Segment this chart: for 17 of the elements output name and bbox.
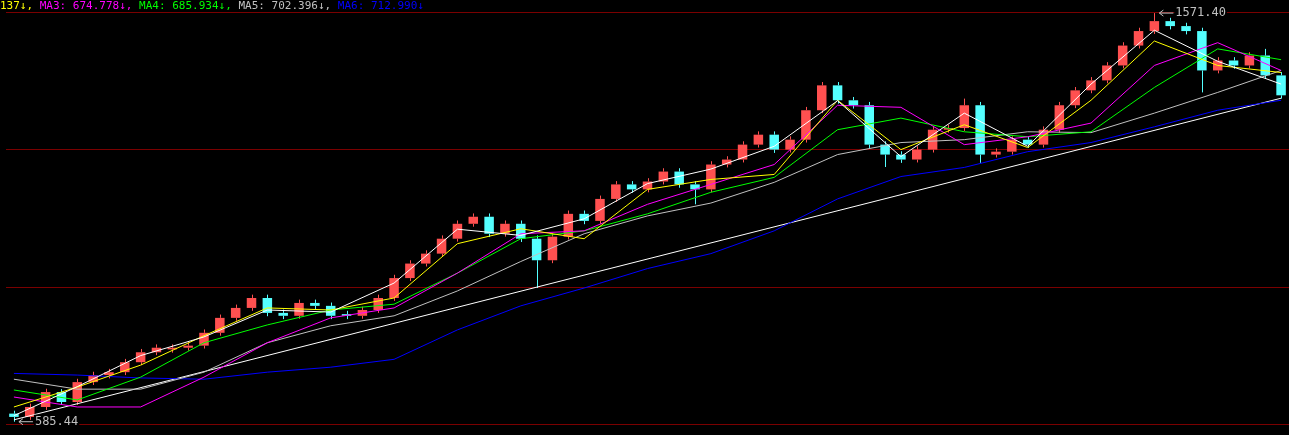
candlestick	[991, 147, 1001, 158]
text: MA3: 674.778↓,	[39, 0, 133, 12]
text: MA4: 685.934↓,	[139, 0, 232, 12]
annotation: 1571.40	[1175, 5, 1226, 20]
candlestick	[690, 180, 700, 205]
candlestick	[769, 130, 779, 154]
text: 137↓,	[0, 0, 34, 12]
candlestick	[753, 130, 764, 149]
candlestick	[246, 294, 257, 312]
annotation: 585.44	[34, 413, 79, 428]
candlestick	[785, 135, 795, 153]
text: MA5: 702.396↓,	[238, 0, 332, 12]
candlestick	[468, 212, 479, 228]
candlestick	[912, 145, 922, 163]
candlestick	[230, 304, 241, 322]
text: MA6: 712.990↓	[337, 0, 424, 12]
candlestick	[1276, 71, 1286, 100]
